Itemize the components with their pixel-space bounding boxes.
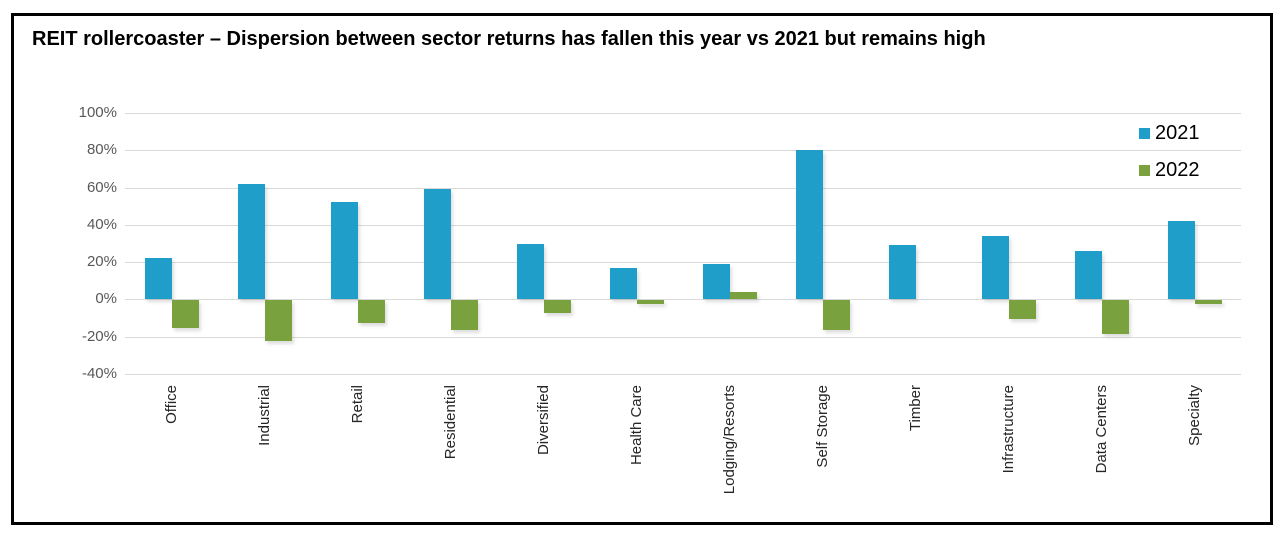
bar-2021-health-care [609, 267, 637, 300]
y-axis-tick-label: 60% [86, 178, 117, 196]
x-axis-category-label: Retail [348, 385, 366, 424]
bar-2022-self-storage [822, 300, 850, 331]
gridline [125, 187, 1241, 189]
bar-2021-residential [423, 189, 451, 300]
bar-2021-self-storage [795, 150, 823, 300]
bar-2021-timber [888, 245, 916, 300]
y-axis-tick-label: -40% [81, 365, 117, 382]
bar-2021-infrastructure [981, 236, 1009, 300]
y-axis-tick-label: 80% [86, 141, 117, 159]
x-axis-category-label: Industrial [255, 385, 273, 446]
gridline [125, 299, 1241, 301]
gridline [125, 150, 1241, 152]
chart-title: REIT rollercoaster – Dispersion between … [32, 28, 986, 50]
y-axis-tick-label: 40% [86, 215, 117, 233]
y-axis-tick-label: 0% [95, 290, 117, 308]
y-axis-tick-label: 100% [78, 104, 117, 121]
y-axis-tick-label: 20% [86, 253, 117, 271]
bar-2022-health-care [636, 300, 664, 305]
x-axis-category-label: Timber [906, 385, 924, 432]
gridline [125, 224, 1241, 226]
bar-2022-diversified [543, 300, 571, 314]
x-axis-category-label: Office [162, 385, 180, 424]
x-axis-category-label: Health Care [627, 385, 645, 466]
legend-label-2021: 2021 [1155, 122, 1200, 144]
bar-2022-residential [450, 300, 478, 331]
x-axis-category-label: Lodging/Resorts [720, 385, 738, 495]
x-axis-category-label: Data Centers [1092, 385, 1110, 474]
gridline [125, 374, 1241, 375]
x-axis-category-label: Residential [441, 385, 459, 460]
bar-2022-office [171, 300, 199, 329]
bar-2022-specialty [1194, 300, 1222, 305]
bar-2021-industrial [237, 183, 265, 300]
legend-label-2022: 2022 [1155, 159, 1200, 181]
bar-2021-lodging-resorts [702, 264, 730, 300]
gridline [125, 336, 1241, 338]
bar-2022-data-centers [1101, 300, 1129, 334]
gridline [125, 262, 1241, 264]
bar-2022-infrastructure [1008, 300, 1036, 320]
x-axis-category-label: Infrastructure [999, 385, 1017, 474]
legend-marker-2021 [1139, 128, 1150, 139]
chart-border-frame [11, 13, 1273, 525]
y-axis-tick-label: -20% [81, 327, 117, 345]
x-axis-category-label: Diversified [534, 385, 552, 456]
bar-2022-retail [357, 300, 385, 323]
x-axis-category-label: Specialty [1185, 385, 1203, 446]
bar-2021-diversified [516, 243, 544, 300]
bar-2021-office [144, 258, 172, 300]
bar-2022-lodging-resorts [729, 291, 757, 300]
bar-2022-industrial [264, 300, 292, 342]
legend-marker-2022 [1139, 165, 1150, 176]
bar-2021-retail [330, 202, 358, 300]
x-axis-category-label: Self Storage [813, 385, 831, 468]
bar-2021-data-centers [1074, 250, 1102, 300]
bar-2021-specialty [1167, 221, 1195, 300]
gridline [125, 113, 1241, 114]
